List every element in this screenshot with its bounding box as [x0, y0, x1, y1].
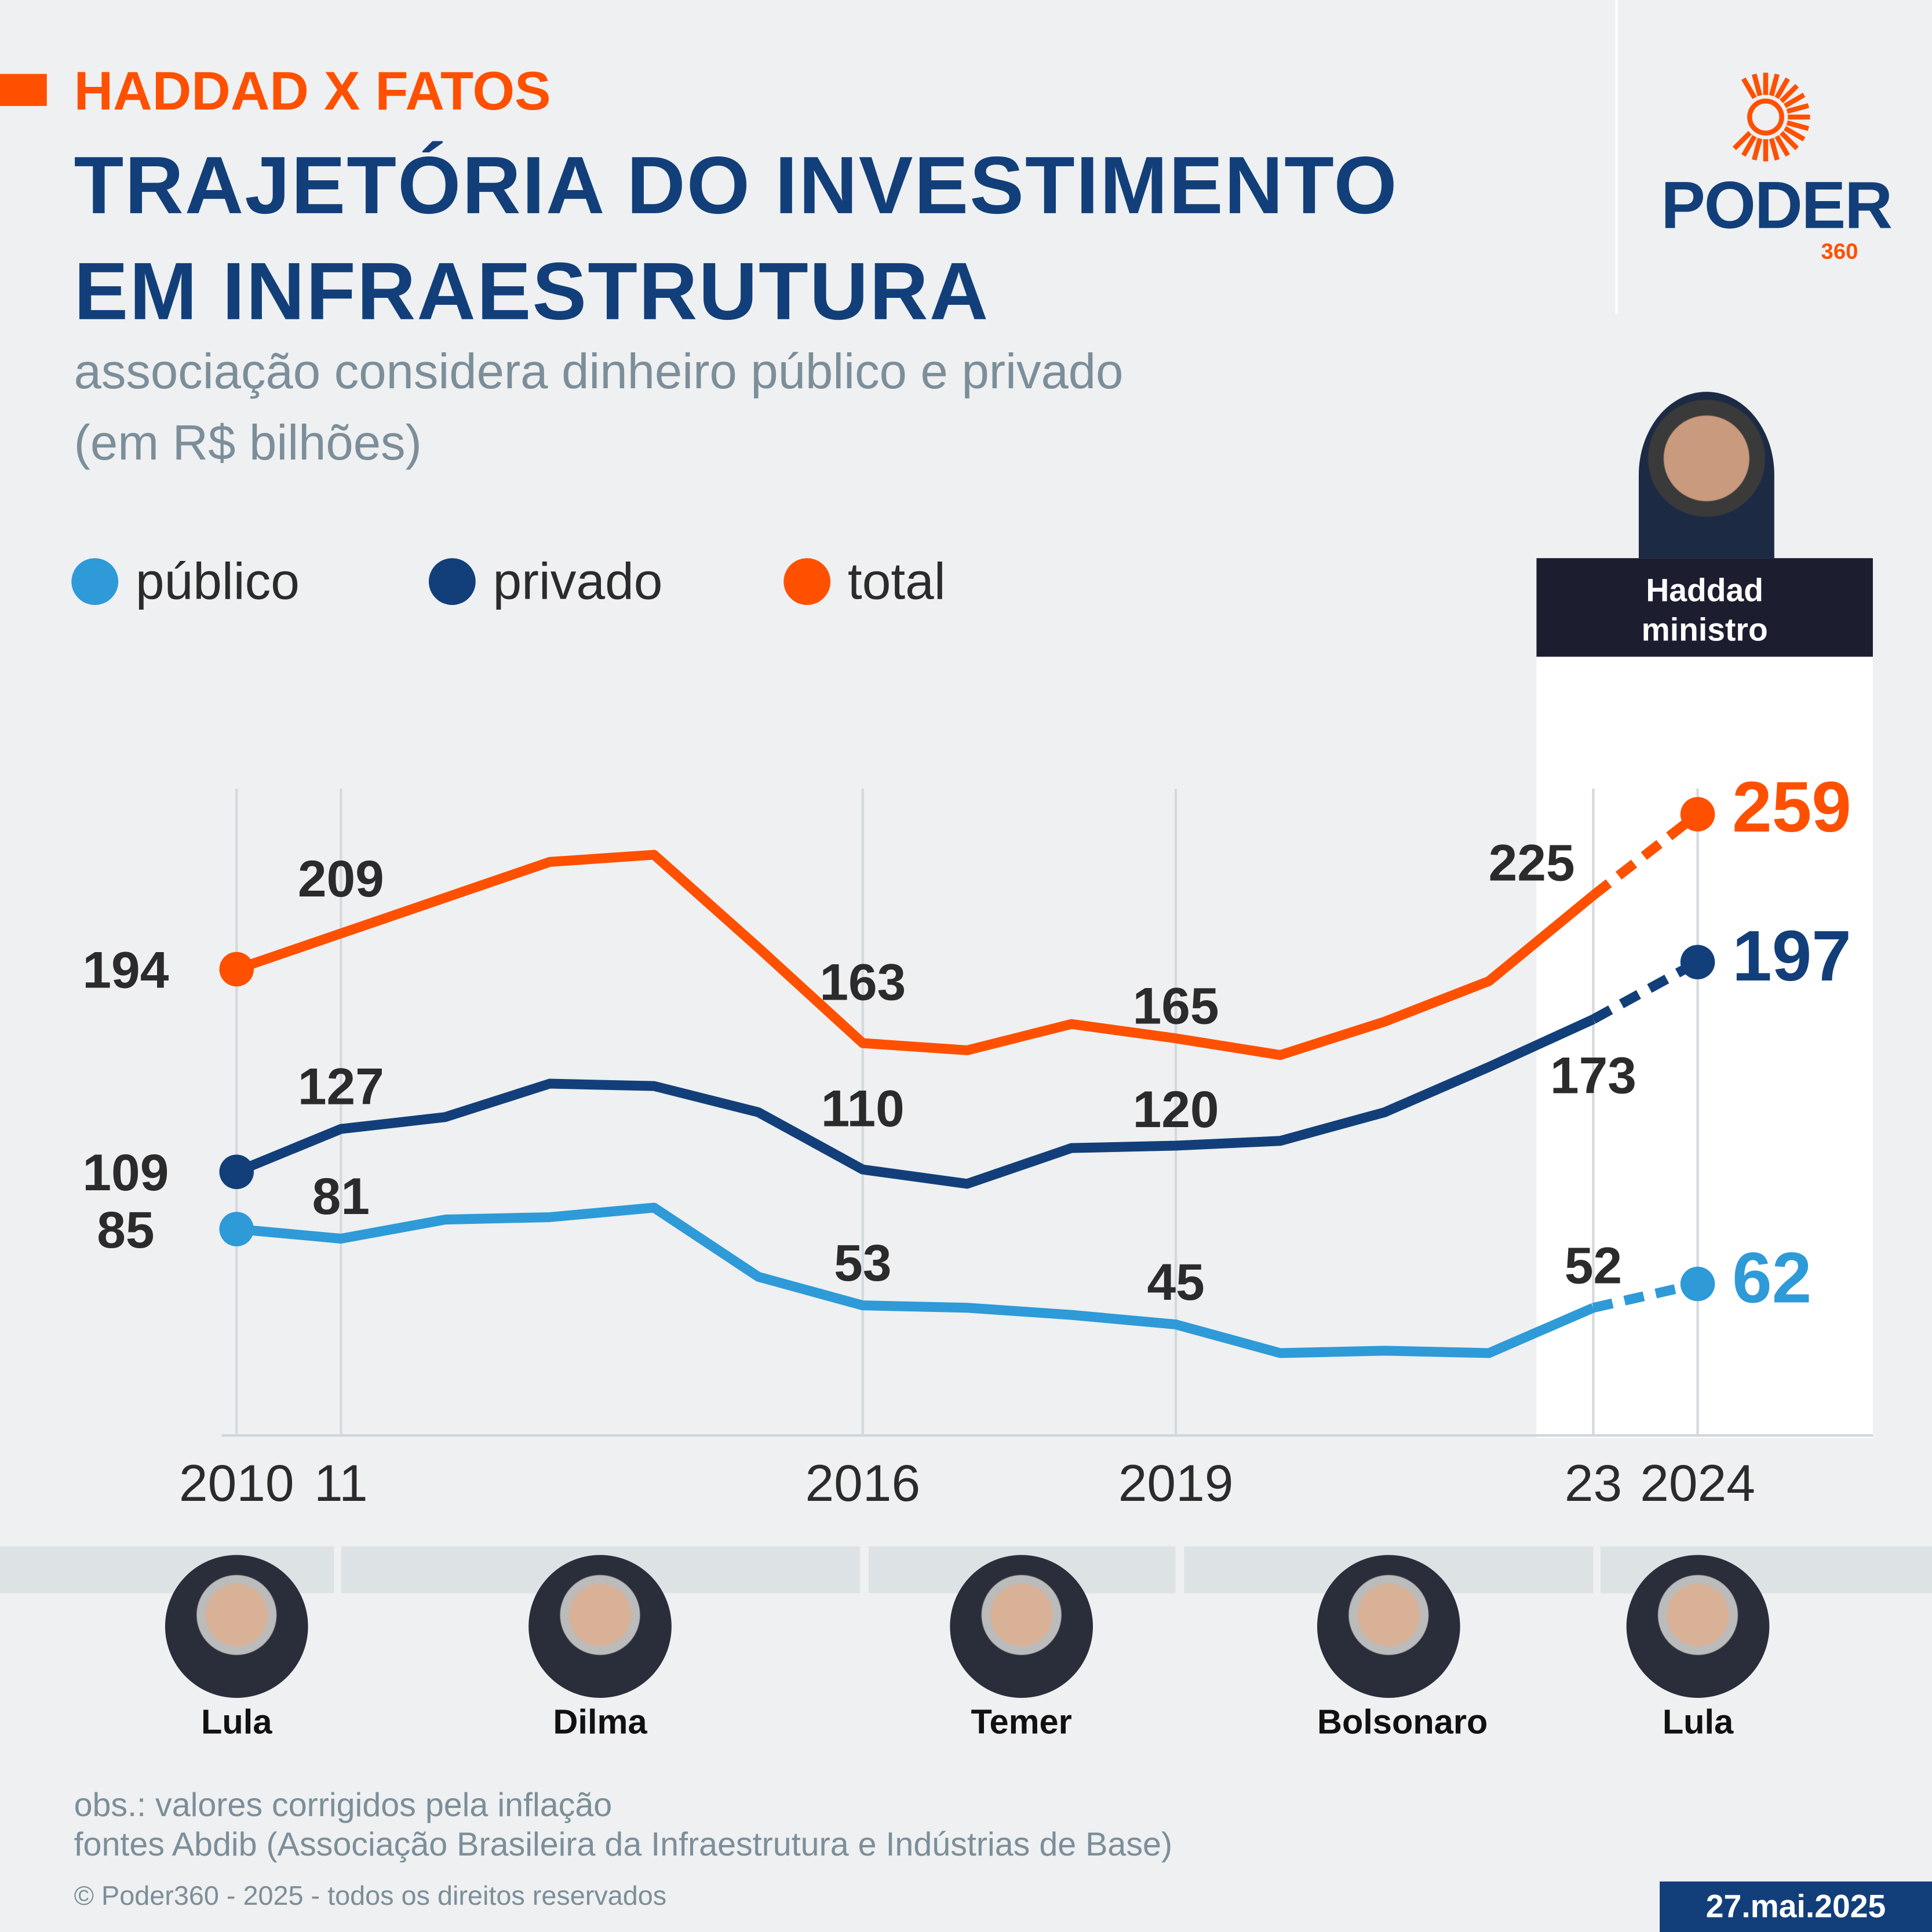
projected-segment-total — [1590, 810, 1701, 899]
legend-total: total — [783, 552, 946, 611]
kicker: HADDAD X FATOS — [74, 61, 551, 122]
president-photo — [165, 1555, 308, 1698]
title-line-2: EM INFRAESTRUTURA — [74, 245, 990, 337]
series-line-público — [236, 1202, 1595, 1358]
president-name: Lula — [1662, 1703, 1734, 1741]
data-label: 52 — [1565, 1236, 1622, 1294]
data-label: 62 — [1732, 1238, 1811, 1318]
copyright: © Poder360 - 2025 - todos os direitos re… — [74, 1880, 667, 1911]
data-label: 194 — [82, 941, 169, 998]
legend-dot — [783, 558, 831, 606]
x-tick-label: 2019 — [1118, 1454, 1234, 1512]
data-point — [219, 1154, 254, 1190]
president-lula-1: Lula — [165, 1555, 308, 1742]
legend-privado: privado — [428, 552, 663, 611]
legend-dot — [71, 558, 119, 606]
series-line-privado — [235, 1015, 1596, 1189]
logo-number: 360 — [1821, 239, 1858, 264]
president-photo — [1626, 1555, 1770, 1698]
legend-label: público — [135, 552, 300, 610]
president-name: Lula — [201, 1703, 272, 1741]
haddad-label: Haddad ministro — [1536, 558, 1873, 657]
president-temer: Temer — [950, 1555, 1093, 1742]
legend-label: privado — [493, 552, 663, 610]
data-label: 85 — [97, 1201, 154, 1259]
data-label: 163 — [819, 953, 906, 1011]
x-tick-label: 23 — [1565, 1454, 1622, 1512]
data-label: 173 — [1550, 1047, 1636, 1104]
title-line-1: TRAJETÓRIA DO INVESTIMENTO — [74, 139, 1398, 231]
kicker-bar — [0, 74, 47, 106]
data-point — [1680, 945, 1715, 979]
data-label: 197 — [1732, 916, 1851, 996]
president-dilma: Dilma — [528, 1555, 672, 1742]
data-label: 165 — [1133, 976, 1219, 1034]
series-line-total — [235, 850, 1596, 1060]
haddad-label-line2: ministro — [1641, 611, 1768, 648]
data-label: 259 — [1732, 767, 1851, 847]
date-badge: 27.mai.2025 — [1660, 1881, 1932, 1932]
data-label: 45 — [1147, 1253, 1204, 1311]
data-label: 109 — [82, 1143, 169, 1201]
projected-segment-privado — [1591, 957, 1700, 1024]
data-label: 110 — [821, 1080, 905, 1138]
data-point — [219, 1212, 254, 1246]
data-point — [1680, 1266, 1715, 1302]
data-label: 120 — [1133, 1080, 1219, 1138]
data-point — [1680, 797, 1715, 832]
legend-dot — [428, 558, 476, 606]
data-label: 127 — [298, 1058, 384, 1116]
logo-name: PODER — [1661, 169, 1893, 243]
footnote-obs: obs.: valores corrigidos pela inflação — [74, 1787, 613, 1824]
president-bolsonaro: Bolsonaro — [1317, 1555, 1488, 1742]
footnote-source: fontes Abdib (Associação Brasileira da I… — [74, 1826, 1173, 1863]
haddad-photo — [1638, 392, 1774, 559]
x-tick-label: 2024 — [1640, 1454, 1755, 1512]
haddad-label-line1: Haddad — [1646, 571, 1764, 609]
x-tick-label: 2010 — [179, 1454, 294, 1512]
legend-label: total — [847, 552, 946, 610]
data-label: 209 — [298, 850, 384, 907]
president-photo — [950, 1555, 1093, 1698]
president-photo — [528, 1555, 672, 1698]
subtitle-line-2: (em R$ bilhões) — [74, 416, 422, 471]
subtitle-line-1: associação considera dinheiro público e … — [74, 345, 1124, 399]
president-name: Bolsonaro — [1317, 1703, 1488, 1741]
poder360-logo: PODER 360 — [1661, 68, 1893, 265]
data-label: 53 — [834, 1234, 891, 1292]
x-tick-label: 11 — [314, 1454, 368, 1512]
president-name: Temer — [971, 1703, 1072, 1741]
legend-publico: público — [71, 552, 300, 611]
x-tick-label: 2016 — [805, 1454, 920, 1512]
data-label: 225 — [1489, 833, 1575, 891]
sun-icon — [1732, 72, 1810, 162]
president-lula-2: Lula — [1626, 1555, 1770, 1742]
data-label: 81 — [312, 1167, 370, 1225]
president-photo — [1317, 1555, 1460, 1698]
president-name: Dilma — [553, 1703, 647, 1741]
projected-segment-público — [1592, 1279, 1699, 1313]
divider — [1615, 0, 1618, 315]
data-point — [219, 952, 254, 987]
